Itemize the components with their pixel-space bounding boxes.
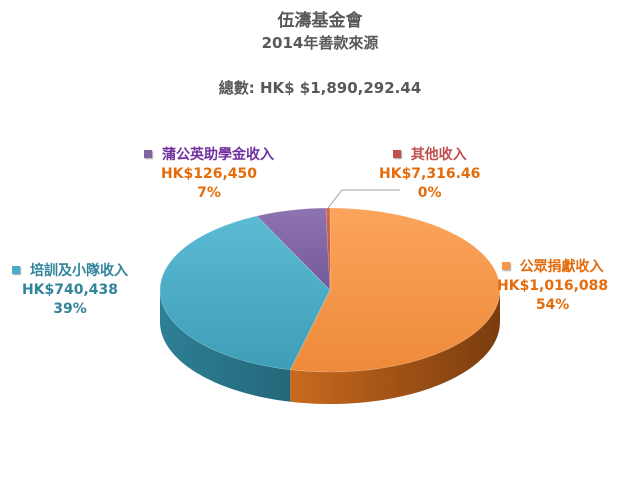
leader-line-other-income bbox=[327, 189, 401, 209]
slice-percent: 0% bbox=[417, 185, 442, 201]
slice-label-training: 培訓及小隊收入 HK$740,438 39% bbox=[12, 262, 128, 319]
slice-percent: 54% bbox=[535, 297, 570, 313]
legend-marker bbox=[392, 150, 401, 158]
slice-label-other-income: 其他收入 HK$7,316.46 0% bbox=[379, 146, 480, 203]
legend-marker bbox=[12, 266, 20, 274]
pie-slice-public-donations[interactable] bbox=[289, 207, 501, 373]
slice-value: HK$7,316.46 bbox=[379, 166, 481, 182]
pie-side-public-donations bbox=[290, 290, 500, 404]
chart-title: 伍濤基金會 bbox=[277, 11, 363, 31]
slice-name: 公眾捐獻收入 bbox=[519, 259, 604, 275]
chart-total: 總數: HK$ $1,890,292.44 bbox=[218, 79, 422, 97]
slice-value: HK$1,016,088 bbox=[497, 278, 609, 294]
slice-percent: 7% bbox=[197, 185, 221, 201]
slice-value: HK$126,450 bbox=[160, 166, 258, 182]
slice-percent: 39% bbox=[53, 301, 87, 317]
slice-name: 培訓及小隊收入 bbox=[30, 263, 128, 279]
legend-marker bbox=[501, 262, 510, 270]
slice-name: 蒲公英助學金收入 bbox=[162, 147, 274, 163]
chart-subtitle: 2014年善款來源 bbox=[261, 34, 379, 52]
pie-side-training bbox=[160, 290, 291, 402]
pie-slice-dandelion-scholarship[interactable] bbox=[256, 207, 331, 291]
slice-label-public-donations: 公眾捐獻收入 HK$1,016,088 54% bbox=[497, 258, 608, 315]
slice-value: HK$740,438 bbox=[21, 282, 119, 298]
pie-slice-training[interactable] bbox=[159, 215, 331, 371]
legend-marker bbox=[144, 150, 152, 158]
slice-name: 其他收入 bbox=[410, 147, 467, 163]
slice-label-dandelion-scholarship: 蒲公英助學金收入 HK$126,450 7% bbox=[144, 146, 274, 203]
